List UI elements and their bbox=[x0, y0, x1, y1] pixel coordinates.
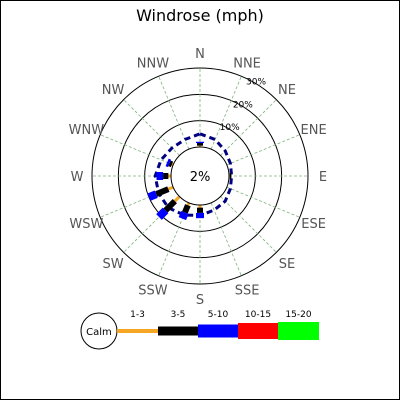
direction-label-ese: ESE bbox=[301, 217, 326, 232]
spoke-ene bbox=[226, 134, 300, 166]
direction-label-nne: NNE bbox=[233, 56, 261, 71]
spoke-ne bbox=[220, 99, 277, 156]
direction-label-wnw: WNW bbox=[69, 123, 105, 138]
direction-label-n: N bbox=[195, 47, 205, 62]
ring-label-3: 30% bbox=[246, 77, 266, 87]
segment-wsw-5-10 bbox=[147, 190, 158, 201]
segment-wsw-1-3 bbox=[167, 185, 174, 191]
direction-label-sse: SSE bbox=[235, 284, 260, 299]
center-label: 2% bbox=[190, 170, 211, 185]
polar-grid bbox=[91, 67, 309, 285]
chart-title: Windrose (mph) bbox=[136, 6, 264, 25]
direction-label-sw: SW bbox=[102, 257, 123, 272]
segment-wnw-5-10 bbox=[165, 158, 172, 168]
spoke-ese bbox=[226, 186, 300, 218]
direction-label-se: SE bbox=[279, 257, 295, 272]
legend-calm-label: Calm bbox=[86, 327, 112, 338]
direction-label-ssw: SSW bbox=[138, 284, 168, 299]
legend-swatch-1-3 bbox=[117, 329, 158, 333]
segment-sw-5-10 bbox=[156, 207, 169, 220]
legend: Calm 1-3 3-5 5-10 10-15 15-20 bbox=[80, 310, 319, 350]
legend-label-5-10: 5-10 bbox=[208, 310, 229, 320]
ring-label-1: 10% bbox=[220, 123, 240, 133]
direction-label-wsw: WSW bbox=[69, 217, 103, 232]
segment-ssw-3-5 bbox=[182, 204, 191, 214]
spoke-nnw bbox=[158, 76, 190, 150]
segment-sw-3-5 bbox=[163, 199, 177, 213]
legend-label-15-20: 15-20 bbox=[285, 310, 311, 320]
direction-label-nnw: NNW bbox=[137, 56, 169, 71]
legend-label-10-15: 10-15 bbox=[245, 310, 271, 320]
ring-labels: 10% 20% 30% bbox=[220, 77, 267, 133]
segment-sw-1-3 bbox=[173, 195, 181, 203]
direction-label-nw: NW bbox=[102, 83, 125, 98]
grid-ring-3 bbox=[91, 67, 309, 285]
spoke-wsw bbox=[100, 186, 174, 218]
spoke-sse bbox=[210, 202, 242, 276]
direction-label-ne: NE bbox=[278, 83, 296, 98]
center-circle bbox=[170, 146, 230, 206]
legend-swatch-15-20 bbox=[278, 322, 319, 340]
spoke-sw bbox=[123, 196, 180, 253]
direction-label-w: W bbox=[71, 170, 84, 185]
spoke-nw bbox=[123, 99, 180, 156]
spoke-nne bbox=[210, 76, 242, 150]
spoke-ssw bbox=[158, 202, 190, 276]
ring-label-2: 20% bbox=[233, 100, 253, 110]
legend-label-1-3: 1-3 bbox=[130, 310, 145, 320]
center-circle-group: 2% bbox=[170, 146, 230, 206]
direction-label-s: S bbox=[196, 293, 204, 308]
segment-wnw-3-5 bbox=[168, 160, 174, 168]
spoke-se bbox=[220, 196, 277, 253]
direction-label-e: E bbox=[319, 170, 327, 185]
spoke-wnw bbox=[100, 134, 174, 166]
segment-wsw-3-5 bbox=[155, 186, 170, 197]
segment-ssw-5-10 bbox=[178, 210, 189, 221]
legend-swatch-10-15 bbox=[238, 323, 278, 339]
legend-label-3-5: 3-5 bbox=[171, 310, 186, 320]
direction-label-ene: ENE bbox=[301, 123, 327, 138]
legend-swatch-5-10 bbox=[198, 324, 238, 338]
legend-swatch-3-5 bbox=[158, 326, 198, 336]
direction-labels: N NNE NE ENE E ESE SE SSE S SSW SW WSW W WNW NW NNW bbox=[69, 47, 327, 308]
